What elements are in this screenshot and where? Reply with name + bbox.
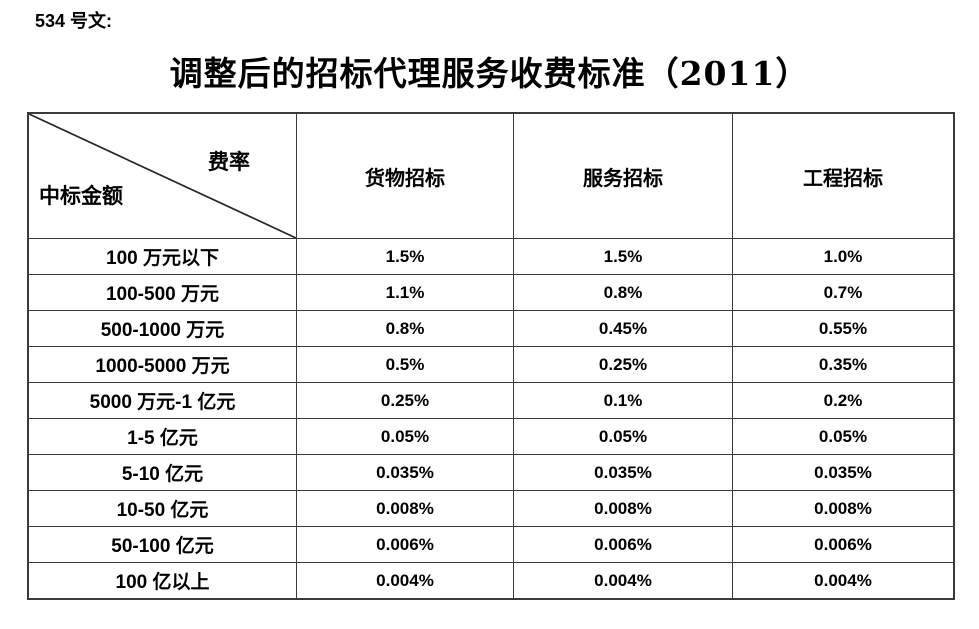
rate-cell: 0.006% (814, 534, 872, 554)
table-row: 1000-5000 万元 0.5% 0.25% 0.35% (29, 347, 953, 383)
rate-cell: 0.035% (514, 455, 733, 490)
rate-cell: 0.05% (297, 419, 514, 454)
rate-cell: 0.006% (514, 527, 733, 562)
column-header-goods-bidding: 货物招标 (297, 114, 514, 238)
table-row: 100 万元以下 1.5% 1.5% 1.0% (29, 239, 953, 275)
rate-cell: 0.008% (814, 498, 872, 518)
diagonal-divider-line (29, 114, 296, 238)
row-label-cell: 50-100 亿元 (29, 527, 297, 562)
rate-cell: 0.8% (297, 311, 514, 346)
row-label-cell: 100-500 万元 (29, 275, 297, 310)
rate-cell: 0.35% (818, 354, 868, 374)
corner-label-rate: 费率 (208, 149, 250, 174)
table-row: 1-5 亿元 0.05% 0.05% 0.05% (29, 419, 953, 455)
rate-cell: 0.05% (514, 419, 733, 454)
rate-cell: 0.008% (297, 491, 514, 526)
corner-label-bid-amount: 中标金额 (39, 183, 123, 208)
table-row: 50-100 亿元 0.006% 0.006% 0.006% (29, 527, 953, 563)
row-label-cell: 500-1000 万元 (29, 311, 297, 346)
rate-cell: 1.0% (823, 246, 863, 266)
rate-cell: 0.035% (297, 455, 514, 490)
rate-cell: 0.55% (818, 318, 868, 338)
rate-cell: 0.035% (814, 462, 872, 482)
rate-cell: 1.5% (514, 239, 733, 274)
rate-cell: 0.25% (297, 383, 514, 418)
row-label-cell: 5-10 亿元 (29, 455, 297, 490)
rate-cell: 0.45% (514, 311, 733, 346)
rate-cell: 0.05% (818, 426, 868, 446)
rate-cell: 0.8% (514, 275, 733, 310)
table-row: 100 亿以上 0.004% 0.004% 0.004% (29, 563, 953, 598)
rate-cell: 0.006% (297, 527, 514, 562)
rate-cell: 0.008% (514, 491, 733, 526)
rate-cell: 0.004% (814, 570, 872, 590)
rate-cell: 0.004% (514, 563, 733, 598)
table-row: 100-500 万元 1.1% 0.8% 0.7% (29, 275, 953, 311)
page-title: 调整后的招标代理服务收费标准（2011） (169, 54, 810, 93)
column-header-service-bidding: 服务招标 (514, 114, 733, 238)
table-corner-cell: 费率 中标金额 (29, 114, 297, 238)
column-header-engineering-bidding: 工程招标 (803, 165, 883, 190)
row-label-cell: 1-5 亿元 (29, 419, 297, 454)
table-row: 5000 万元-1 亿元 0.25% 0.1% 0.2% (29, 383, 953, 419)
row-label-cell: 1000-5000 万元 (29, 347, 297, 382)
rate-cell: 0.5% (297, 347, 514, 382)
rate-cell: 1.5% (297, 239, 514, 274)
table-row: 5-10 亿元 0.035% 0.035% 0.035% (29, 455, 953, 491)
rate-cell: 0.25% (514, 347, 733, 382)
row-label-cell: 100 亿以上 (29, 563, 297, 598)
rate-cell: 0.004% (297, 563, 514, 598)
rate-cell: 0.7% (823, 282, 863, 302)
rate-cell: 1.1% (297, 275, 514, 310)
rate-cell: 0.1% (514, 383, 733, 418)
table-header-row: 费率 中标金额 货物招标 服务招标 工程招标 (29, 114, 953, 239)
doc-number-label: 534 号文: (35, 11, 113, 31)
table-row: 500-1000 万元 0.8% 0.45% 0.55% (29, 311, 953, 347)
fee-table: 费率 中标金额 货物招标 服务招标 工程招标 100 万元以下 1.5% 1.5… (27, 112, 955, 600)
table-row: 10-50 亿元 0.008% 0.008% 0.008% (29, 491, 953, 527)
row-label-cell: 10-50 亿元 (29, 491, 297, 526)
row-label-cell: 100 万元以下 (29, 239, 297, 274)
rate-cell: 0.2% (823, 390, 863, 410)
row-label-cell: 5000 万元-1 亿元 (29, 383, 297, 418)
